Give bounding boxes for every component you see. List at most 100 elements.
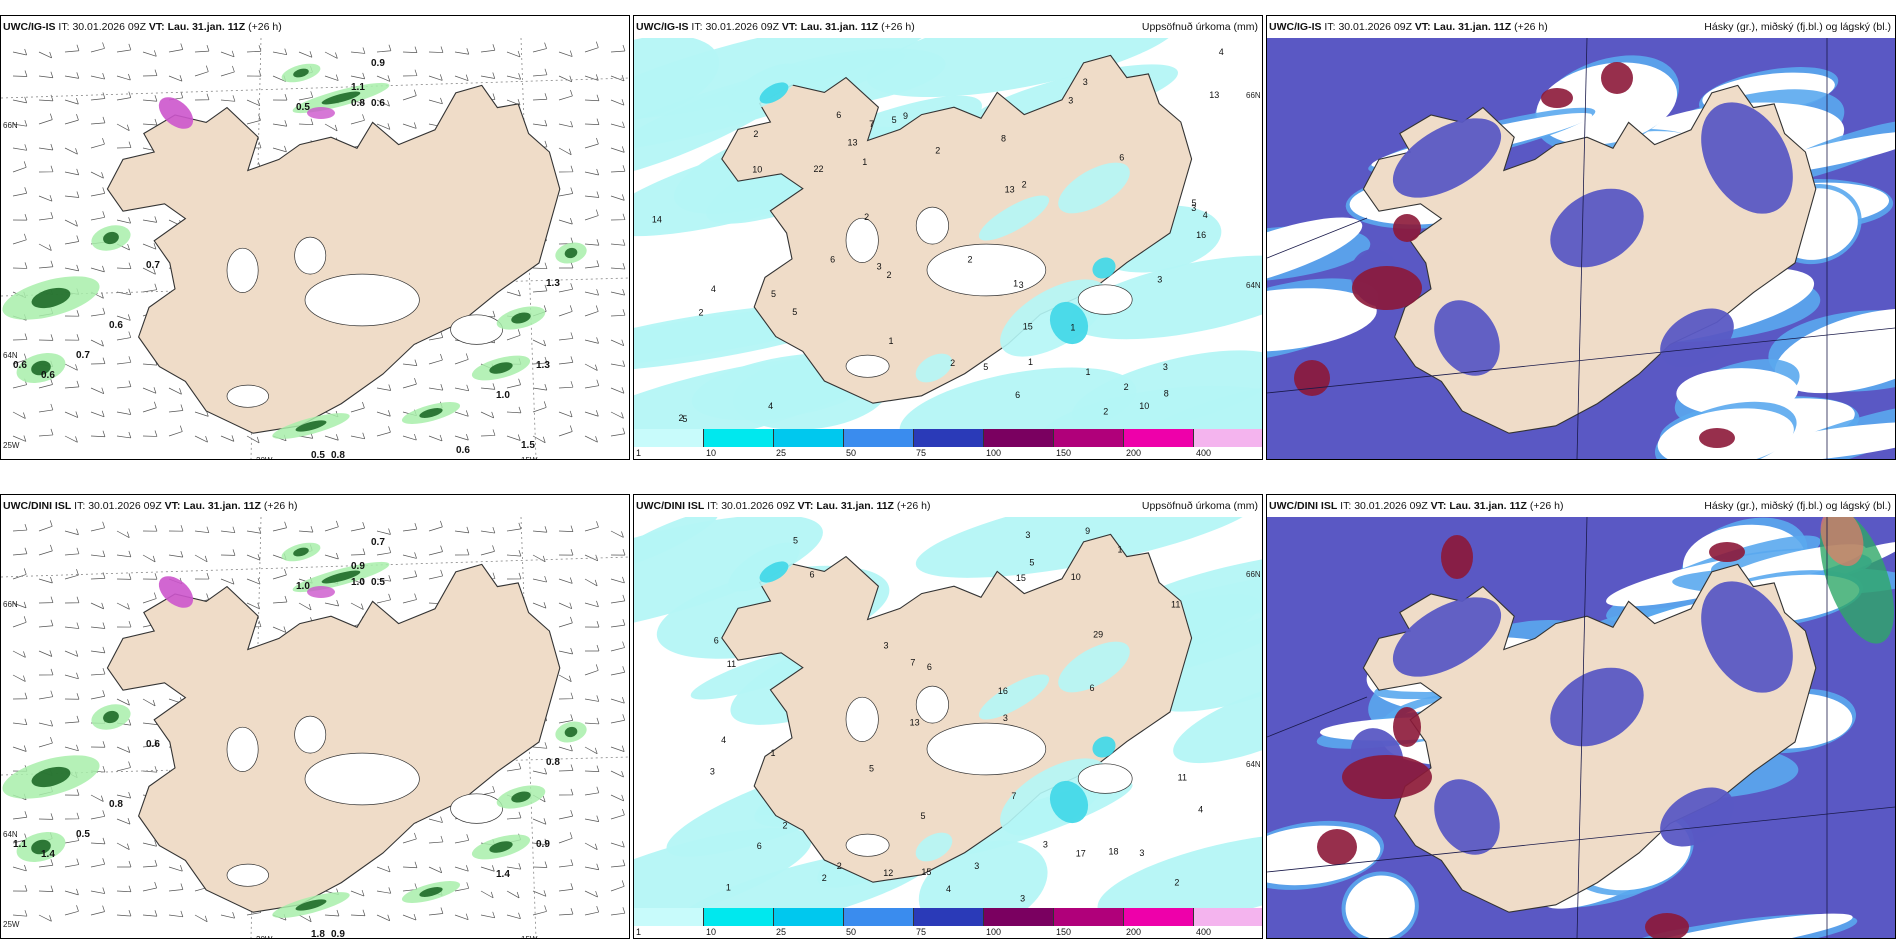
wind-barb [246,435,260,444]
precip-value-label: 5 [983,362,988,372]
wind-barb [38,813,54,820]
wind-barb [376,914,391,922]
wind-barb [64,147,78,155]
precip-value-label: 11 [1171,599,1180,609]
wind-barb [142,859,158,868]
wind-barb [558,425,573,437]
precip-value-label: 1 [862,157,867,167]
wind-barb [506,50,521,58]
wind-barb [90,171,104,179]
wind-barb [116,217,131,224]
axis-label: 25W [3,920,20,929]
axis-label: 66N [1246,91,1261,100]
wind-barb [64,380,80,389]
wind-barb [220,435,235,442]
wind-barb [38,720,53,727]
value-label: 0.8 [546,757,560,768]
high-cloud-area [1441,535,1473,579]
colorbar-swatch [1194,908,1262,926]
wind-barb [142,401,157,413]
grid-line [1267,696,1368,738]
precip-value-label: 13 [910,717,920,727]
precip-value-label: 8 [1001,134,1006,144]
value-label: 0.6 [371,98,385,109]
wind-barb [584,305,599,317]
wind-barb [350,401,365,413]
high-cloud-area [1709,542,1745,562]
mid-cloud-area [1550,667,1644,747]
wind-barb [610,339,625,347]
wind-barb [90,42,105,53]
wind-barb [480,72,496,79]
precip-core [103,231,119,245]
precip-core [489,841,513,853]
wind-barb [558,218,573,225]
wind-barb [324,74,339,81]
wind-barb [38,690,54,700]
wind-barb [558,147,572,156]
colorbar-swatch [634,429,704,447]
wind-barb [324,520,339,532]
wind-barb [350,114,365,125]
wind-barb [402,522,418,532]
precip-area [728,63,800,113]
glacier [450,314,503,345]
clear-area [1620,913,1853,938]
precip-colorbar: 1 10 25 50 75 100 150 200 400 [634,429,1262,459]
wind-barb [610,165,626,173]
wind-barb [116,408,132,415]
precip-value-label: 3 [1025,530,1030,540]
wind-barb [350,72,366,80]
axis-label: 64N [1246,281,1261,290]
wind-barb [142,739,158,748]
wind-barb [584,842,598,851]
wind-barb [376,865,391,873]
wind-barb [142,95,158,102]
precip-value-label: 2 [822,873,827,883]
value-label: 0.6 [109,320,123,331]
wind-barb [558,381,574,389]
precip-value-label: 6 [1119,153,1124,163]
wind-barb [376,384,392,391]
wind-barb [610,641,625,652]
wind-barb [376,593,391,604]
value-label: 0.8 [331,450,345,459]
value-label: 1.3 [546,278,560,289]
wind-barb [350,47,366,54]
precip-value-label: 3 [1068,95,1073,105]
iceland-landmass [106,84,561,434]
precip-value-label: 3 [974,861,979,871]
wind-barb [38,544,53,556]
wind-barb [38,334,54,341]
snow-area [158,576,194,608]
wind-barb [454,882,470,892]
wind-barb [428,569,443,580]
wind-barb [558,50,573,57]
precip-core [1092,736,1116,758]
wind-barb [610,530,624,538]
wind-barb [64,411,79,418]
precip-value-label: 2 [950,358,955,368]
glacier [845,354,890,378]
clear-area [1267,217,1363,291]
wind-barb [116,698,130,706]
wind-barb [532,818,547,825]
wind-barb [584,435,598,443]
glacier [915,685,949,724]
wind-barb [272,145,287,153]
wind-barb [558,548,574,556]
precip-value-label: 16 [998,686,1008,696]
precip-core [1049,301,1089,345]
wind-barb [64,168,80,176]
wind-barb [558,674,572,683]
precip-value-label: 6 [1089,683,1094,693]
wind-barb [12,213,28,221]
value-label: 0.5 [371,577,385,588]
wind-barb [142,216,158,223]
wind-barb [558,165,574,173]
axis-label: 25W [3,441,20,450]
value-label: 0.6 [146,739,160,750]
precip-value-label: 15 [1016,573,1026,583]
wind-barb [12,48,28,56]
wind-barb [324,599,340,607]
